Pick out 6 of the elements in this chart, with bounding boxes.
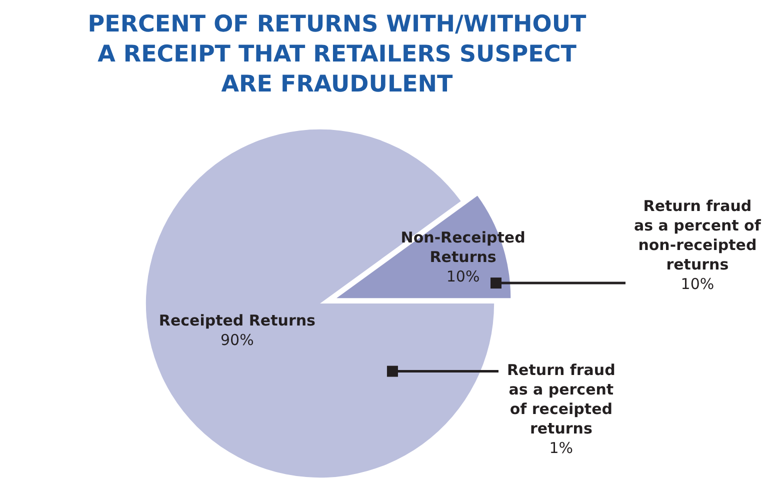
data-label: 10% (446, 268, 480, 286)
chart-title: PERCENT OF RETURNS WITH/WITHOUT A RECEIPT THAT RETAILERS SUSPECT ARE FRAUDULENT (88, 12, 587, 98)
text: Return fraud as a percent of receipted returns 1% (507, 361, 616, 457)
data-label: 90% (220, 331, 254, 350)
slice-label: Receipted Returns (158, 312, 316, 330)
text: Return fraud as a percent of non-receipted returns 10% (634, 197, 762, 293)
